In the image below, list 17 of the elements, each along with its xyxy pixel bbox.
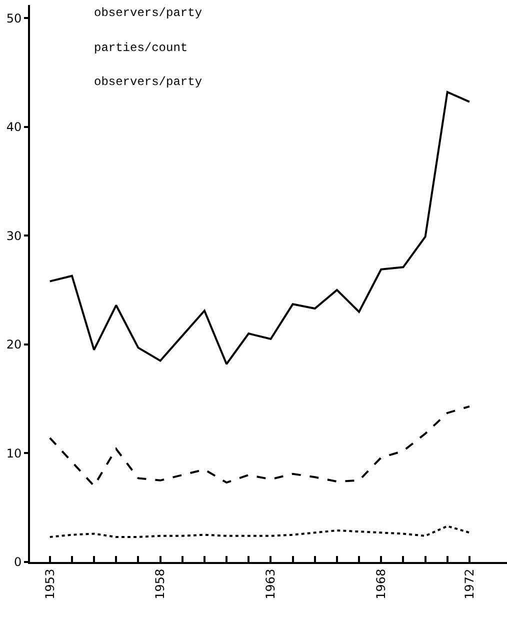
line-series <box>48 91 470 365</box>
x-tick-label: 1958 <box>153 568 168 600</box>
x-tick-label: 1953 <box>42 568 57 600</box>
y-tick-label: 50 <box>6 11 22 26</box>
x-tick-label: 1963 <box>264 568 278 600</box>
annotation: parties/count <box>94 41 188 55</box>
annotation: observers/party <box>94 6 202 20</box>
annotation: observers/party <box>94 75 202 89</box>
x-tick-label: 1972 <box>462 568 476 600</box>
y-tick-label: 40 <box>6 120 22 134</box>
y-tick-label: 0 <box>14 555 22 570</box>
y-tick-label: 10 <box>6 446 22 460</box>
y-tick-label: 30 <box>6 228 22 243</box>
x-tick-label: 1968 <box>374 568 388 600</box>
y-tick-label: 20 <box>6 338 22 352</box>
line-series <box>48 405 470 487</box>
line-series <box>48 525 470 538</box>
